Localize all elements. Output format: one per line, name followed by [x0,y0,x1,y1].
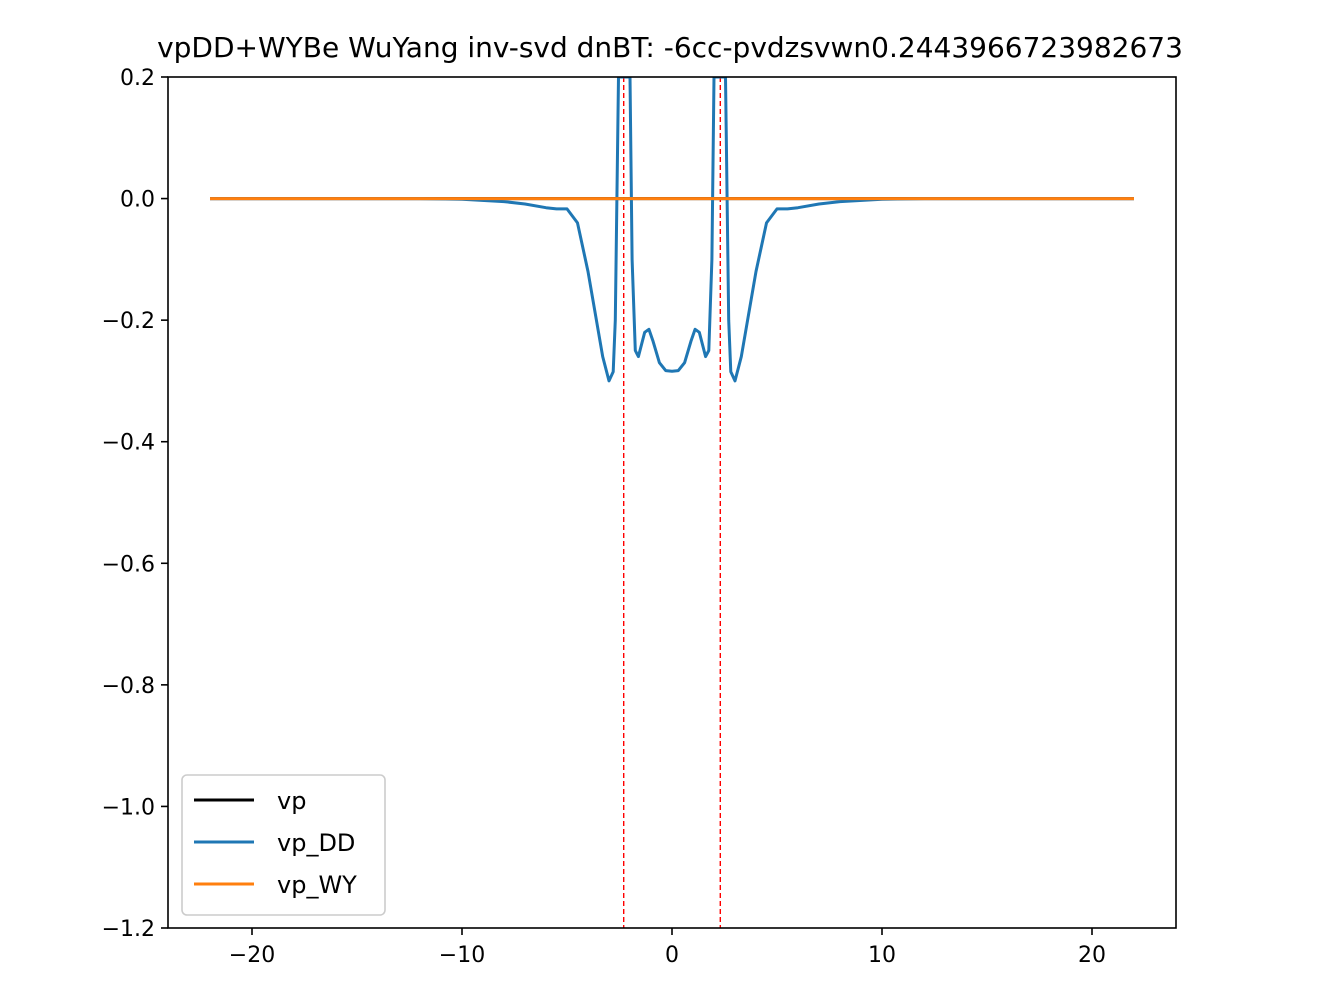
y-tick-label: −1.2 [102,917,155,942]
y-tick-label: 0.0 [120,188,155,213]
series-layer [210,77,1134,383]
legend-label: vp_DD [277,829,355,857]
y-axis: 0.2 0.0 −0.2 −0.4 −0.6 −0.8 −1.0 −1.2 [102,66,168,942]
y-tick-label: −0.6 [102,552,155,577]
reference-lines [623,77,721,928]
y-tick-label: 0.2 [120,66,155,91]
legend-label: vp [277,787,306,815]
y-tick-label: −0.4 [102,431,155,456]
legend-box [181,774,386,916]
y-tick-label: −1.0 [102,795,155,820]
chart-title: vpDD+WYBe WuYang inv-svd dnBT: -6cc-pvdz… [157,31,1183,64]
x-tick-label: 20 [1078,943,1106,968]
legend-label: vp_WY [277,871,357,899]
y-tick-label: −0.8 [102,674,155,699]
x-tick-label: −20 [229,943,275,968]
legend: vp vp_DD vp_WY [181,774,386,916]
y-tick-label: −0.2 [102,309,155,334]
x-tick-label: −10 [439,943,485,968]
series-line-vp-dd [210,77,1134,383]
x-tick-label: 0 [665,943,679,968]
x-axis: −20 −10 0 10 20 [229,928,1106,968]
x-tick-label: 10 [868,943,896,968]
